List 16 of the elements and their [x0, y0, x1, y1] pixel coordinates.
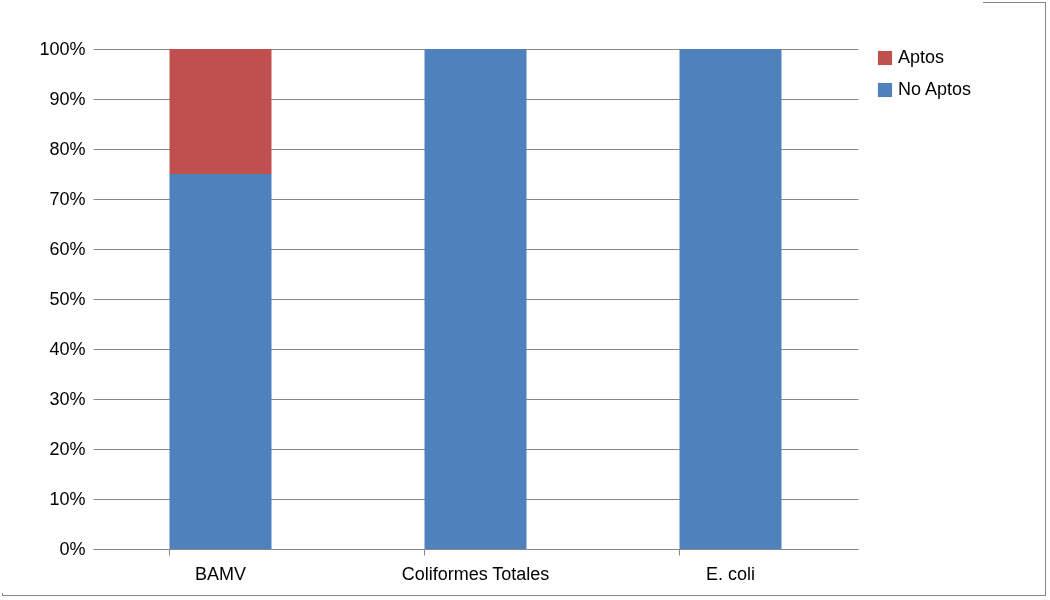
y-tick-label: 70% — [49, 188, 86, 209]
x-tick-label: E. coli — [705, 563, 756, 584]
y-tick-label: 100% — [39, 38, 86, 59]
x-tick-label: BAMV — [194, 563, 247, 584]
y-tick-label: 60% — [49, 238, 86, 259]
y-tick-label: 20% — [49, 438, 86, 459]
y-tick-label: 50% — [49, 288, 86, 309]
y-tick-label: 90% — [49, 88, 86, 109]
y-tick-label: 10% — [49, 488, 86, 509]
x-tick-label: Coliformes Totales — [401, 563, 550, 584]
legend-label: Aptos — [898, 47, 945, 67]
legend-label: No Aptos — [898, 79, 972, 99]
y-tick-label: 0% — [59, 538, 86, 559]
y-tick-label: 40% — [49, 338, 86, 359]
y-tick-label: 80% — [49, 138, 86, 159]
y-tick-label: 30% — [49, 388, 86, 409]
